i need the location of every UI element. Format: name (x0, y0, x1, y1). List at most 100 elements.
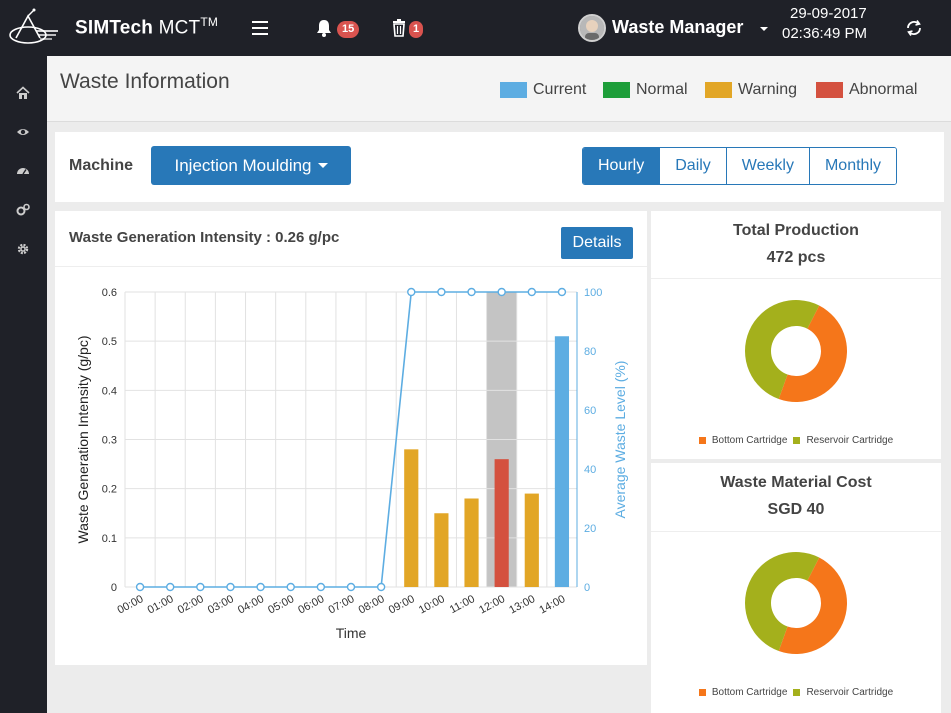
legend-normal-label: Normal (636, 81, 688, 98)
cost-legend-bottom[interactable]: Bottom Cartridge (711, 687, 788, 698)
simtech-logo-icon[interactable] (6, 8, 60, 48)
legend-normal-swatch (603, 82, 630, 98)
bar-0900[interactable] (404, 449, 419, 587)
period-hourly-button[interactable]: Hourly (583, 148, 661, 184)
bar-1000[interactable] (434, 513, 449, 587)
x-tick-label: 01:00 (146, 593, 176, 617)
donut-slice-1[interactable] (745, 300, 820, 399)
donut-slice-1[interactable] (745, 552, 820, 651)
home-icon[interactable] (16, 86, 30, 100)
page-title: Waste Information (60, 70, 230, 93)
gear-icon[interactable] (16, 242, 30, 256)
line-point-1200[interactable] (497, 287, 506, 297)
cost-legend: Bottom Cartridge Reservoir Cartridge (651, 687, 941, 698)
waste-cost-title: Waste Material Cost (720, 474, 872, 491)
machine-label: Machine (69, 157, 134, 174)
period-weekly-button[interactable]: Weekly (726, 148, 810, 184)
line-point-1300[interactable] (527, 287, 536, 297)
x-tick-label: 09:00 (387, 593, 417, 617)
chart-title: Waste Generation Intensity : 0.26 g/pc (69, 229, 340, 246)
period-monthly-button[interactable]: Monthly (809, 148, 896, 184)
brand-name[interactable]: SIMTech MCTTM (75, 15, 219, 39)
line-point-0600[interactable] (316, 582, 326, 592)
legend-current-swatch (500, 82, 527, 98)
production-legend-reservoir[interactable]: Reservoir Cartridge (806, 435, 894, 446)
line-point-0700[interactable] (346, 582, 356, 592)
y2-tick-label: 100 (584, 287, 602, 299)
line-point-0200[interactable] (196, 582, 205, 592)
bar-1400[interactable] (554, 336, 570, 587)
bar-1200[interactable] (494, 459, 509, 587)
y-tick-label: 0.2 (102, 484, 117, 496)
line-point-0500[interactable] (286, 582, 295, 592)
top-navbar: SIMTech MCTTM 15 1 Waste Manager 29-09-2… (0, 0, 951, 56)
line-point-0100[interactable] (165, 582, 175, 592)
machine-dropdown-value: Injection Moulding (174, 155, 312, 175)
legend-abnormal-swatch (816, 82, 843, 98)
cost-legend-reservoir[interactable]: Reservoir Cartridge (806, 687, 894, 698)
donut-slice-0[interactable] (778, 557, 847, 654)
y-tick-label: 0.5 (102, 336, 117, 348)
x-tick-label: 13:00 (507, 593, 537, 617)
refresh-icon[interactable] (905, 19, 923, 37)
y-tick-label: 0.6 (102, 287, 117, 299)
y2-tick-label: 0 (584, 582, 590, 594)
line-point-1100[interactable] (467, 287, 476, 297)
avatar[interactable] (578, 14, 606, 42)
x-tick-label: 06:00 (296, 593, 326, 617)
waste-cost-value: SGD 40 (767, 501, 825, 518)
y-tick-label: 0.1 (102, 533, 117, 545)
period-toggle-group: Hourly Daily Weekly Monthly (582, 147, 897, 185)
chart-panel: Waste Generation Intensity : 0.26 g/pc D… (55, 211, 647, 665)
period-daily-button[interactable]: Daily (660, 148, 727, 184)
x-tick-label: 03:00 (206, 593, 236, 617)
bar-1100[interactable] (464, 498, 479, 588)
line-point-0400[interactable] (256, 582, 265, 592)
donut-slice-0[interactable] (778, 305, 847, 402)
current-time: 02:36:49 PM (782, 25, 868, 42)
user-menu-button[interactable]: Waste Manager (612, 17, 744, 37)
line-point-0300[interactable] (226, 582, 235, 592)
user-caret-icon[interactable] (760, 27, 768, 31)
bell-icon[interactable] (314, 18, 334, 38)
line-point-1000[interactable] (437, 287, 446, 297)
x-tick-label: 14:00 (537, 593, 567, 617)
legend-normal: Normal (603, 80, 688, 100)
details-button[interactable]: Details (561, 227, 633, 259)
y-tick-label: 0.3 (102, 435, 117, 447)
waste-cost-panel: Waste Material Cost SGD 40 Bottom Cartri… (651, 463, 941, 713)
legend-current: Current (500, 80, 586, 100)
y2-tick-label: 60 (584, 405, 596, 417)
total-production-title: Total Production (733, 222, 859, 239)
x-tick-label: 08:00 (357, 593, 387, 617)
x-tick-label: 11:00 (448, 593, 477, 616)
y2-tick-label: 20 (584, 523, 596, 535)
production-donut-chart (745, 300, 847, 402)
x-tick-label: 10:00 (417, 593, 447, 617)
bottom-cartridge-swatch (698, 437, 706, 444)
legend-warning-label: Warning (738, 81, 797, 98)
bottom-cartridge-swatch (698, 689, 706, 696)
trash-icon[interactable] (392, 19, 406, 37)
total-production-panel: Total Production 472 pcs Bottom Cartridg… (651, 211, 941, 459)
x-tick-label: 00:00 (116, 593, 146, 617)
dashboard-icon[interactable] (16, 164, 30, 178)
waste-intensity-chart: 0 0.1 0.2 0.3 0.4 0.5 0.6 0 20 40 60 80 100 00:00 01:0… (75, 287, 628, 641)
x-axis-title: Time (336, 625, 367, 641)
line-point-0000[interactable] (135, 582, 145, 592)
line-point-0900[interactable] (407, 287, 416, 297)
legend-abnormal-label: Abnormal (849, 81, 918, 98)
production-legend-bottom[interactable]: Bottom Cartridge (711, 435, 788, 446)
notifications-badge: 15 (337, 21, 360, 38)
cogs-icon[interactable] (16, 203, 30, 217)
legend-current-label: Current (533, 81, 587, 98)
bar-1300[interactable] (524, 493, 539, 587)
eye-icon[interactable] (16, 125, 30, 139)
line-point-1400[interactable] (557, 287, 567, 297)
line-point-0800[interactable] (376, 582, 386, 592)
y-tick-label: 0 (111, 582, 117, 594)
menu-toggle-icon[interactable] (252, 21, 268, 35)
y2-axis-title: Average Waste Level (%) (612, 361, 628, 519)
x-tick-label: 05:00 (266, 593, 296, 617)
machine-dropdown[interactable]: Injection Moulding (151, 146, 351, 185)
